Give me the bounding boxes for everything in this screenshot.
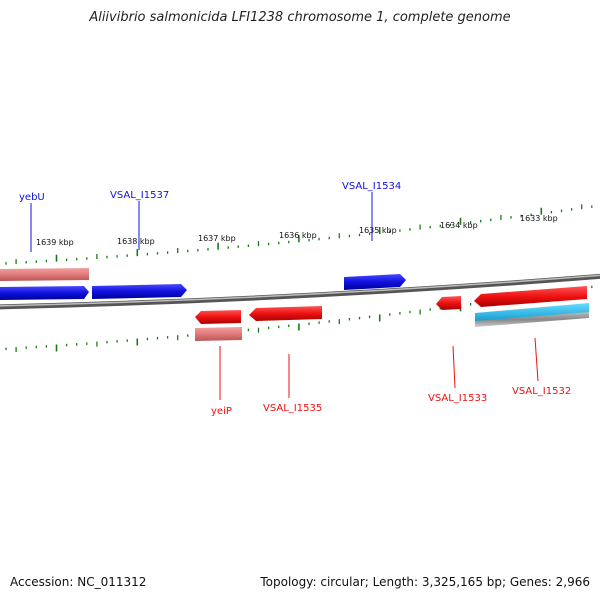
kbp-label: 1637 kbp (198, 234, 236, 243)
kbp-label: 1633 kbp (520, 214, 558, 223)
kbp-label: 1634 kbp (440, 221, 478, 230)
gene-feature-yebU-pseudo[interactable] (0, 268, 89, 281)
gene-feature-VSAL_I1535[interactable] (249, 306, 322, 321)
gene-feature-yeiP-pseudo[interactable] (195, 327, 242, 341)
gene-labels: yebU VSAL_I1537 VSAL_I1534 yeiP VSAL_I15… (19, 181, 571, 417)
kbp-label: 1639 kbp (36, 238, 74, 247)
gene-feature-yeiP[interactable] (195, 310, 241, 324)
kbp-label: 1635 kbp (359, 226, 397, 235)
gene-feature-VSAL_I1537[interactable] (92, 284, 187, 299)
gene-label-VSAL_I1535[interactable]: VSAL_I1535 (263, 403, 322, 414)
gene-label-yebU[interactable]: yebU (19, 192, 45, 203)
gene-feature-VSAL_I1532-grey[interactable] (475, 312, 589, 327)
gene-label-VSAL_I1537[interactable]: VSAL_I1537 (110, 190, 169, 201)
gene-feature-VSAL_I1533[interactable] (436, 296, 461, 310)
genome-summary-text: Topology: circular; Length: 3,325,165 bp… (260, 575, 590, 589)
reverse-strand-features (195, 286, 589, 341)
gene-feature-VSAL_I1532-cyan[interactable] (475, 303, 589, 322)
gene-feature-VSAL_I1532[interactable] (474, 286, 587, 307)
chromosome-backbone-highlight (0, 274, 600, 307)
kbp-label: 1638 kbp (117, 237, 155, 246)
gene-leader-lines (30, 192, 539, 400)
kbp-label: 1636 kbp (279, 231, 317, 240)
accession-text: Accession: NC_011312 (10, 575, 147, 589)
map-title: Aliivibrio salmonicida LFI1238 chromosom… (89, 10, 511, 25)
gene-feature-yebU[interactable] (0, 286, 89, 300)
chromosome-backbone (0, 273, 600, 310)
position-ticks-top (5, 204, 593, 265)
gene-label-yeiP[interactable]: yeiP (211, 406, 232, 417)
gene-feature-VSAL_I1534[interactable] (344, 274, 406, 290)
gene-label-VSAL_I1533[interactable]: VSAL_I1533 (428, 393, 487, 404)
gene-label-VSAL_I1532[interactable]: VSAL_I1532 (512, 386, 571, 397)
gene-label-VSAL_I1534[interactable]: VSAL_I1534 (342, 181, 401, 192)
kbp-labels: 1639 kbp 1638 kbp 1637 kbp 1636 kbp 1635… (36, 214, 558, 247)
forward-strand-features (0, 268, 406, 300)
